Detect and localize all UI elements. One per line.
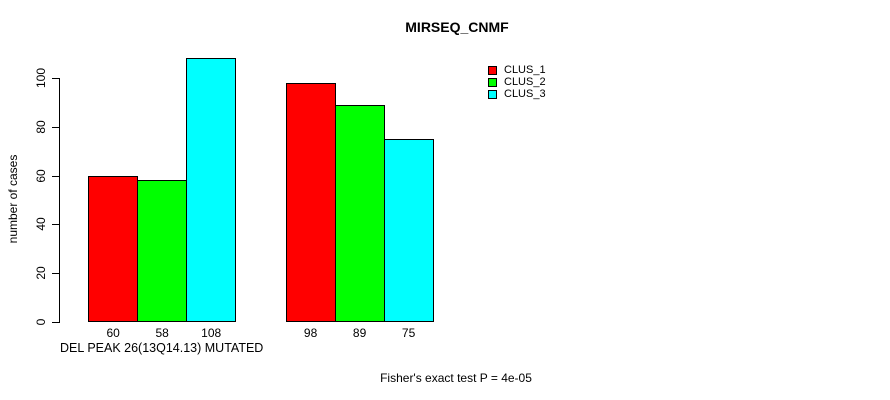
bar-value-label-clus_3-group1: 108 bbox=[201, 326, 222, 340]
bar-clus_1-group1 bbox=[88, 176, 139, 322]
y-tick-mark-80 bbox=[52, 127, 60, 128]
legend-label-clus_3: CLUS_3 bbox=[504, 88, 546, 100]
y-tick-mark-100 bbox=[52, 78, 60, 79]
bar-value-label-clus_1-group2: 98 bbox=[303, 326, 318, 340]
chart-title: MIRSEQ_CNMF bbox=[405, 19, 509, 35]
legend-swatch-clus_3-icon bbox=[488, 89, 497, 99]
bar-clus_2-group1 bbox=[137, 180, 188, 322]
bar-clus_3-group1 bbox=[186, 58, 237, 322]
y-axis-line bbox=[59, 78, 60, 323]
bar-clus_3-group2 bbox=[383, 139, 434, 322]
legend-row-clus_1: CLUS_1 bbox=[488, 64, 608, 76]
legend: CLUS_1 CLUS_2 CLUS_3 bbox=[488, 64, 608, 100]
legend-label-clus_1: CLUS_1 bbox=[504, 64, 546, 76]
bar-value-label-clus_2-group1: 58 bbox=[155, 326, 169, 340]
y-tick-mark-60 bbox=[52, 176, 60, 177]
legend-row-clus_3: CLUS_3 bbox=[488, 88, 608, 100]
bar-value-label-clus_3-group2: 75 bbox=[401, 326, 416, 340]
caption-fisher-test: Fisher's exact test P = 4e-05 bbox=[380, 371, 532, 385]
bar-clus_2-group2 bbox=[334, 105, 385, 322]
legend-label-clus_2: CLUS_2 bbox=[504, 76, 546, 88]
y-tick-mark-40 bbox=[52, 224, 60, 225]
bar-clus_1-group2 bbox=[285, 83, 336, 322]
y-tick-mark-0 bbox=[52, 322, 60, 323]
bar-value-label-clus_1-group1: 60 bbox=[106, 326, 120, 340]
bar-value-label-clus_2-group2: 89 bbox=[352, 326, 367, 340]
legend-row-clus_2: CLUS_2 bbox=[488, 76, 608, 88]
x-axis-label: DEL PEAK 26(13Q14.13) MUTATED bbox=[60, 341, 264, 355]
y-tick-mark-20 bbox=[52, 273, 60, 274]
legend-swatch-clus_1-icon bbox=[488, 65, 497, 75]
legend-swatch-clus_2-icon bbox=[488, 77, 497, 87]
